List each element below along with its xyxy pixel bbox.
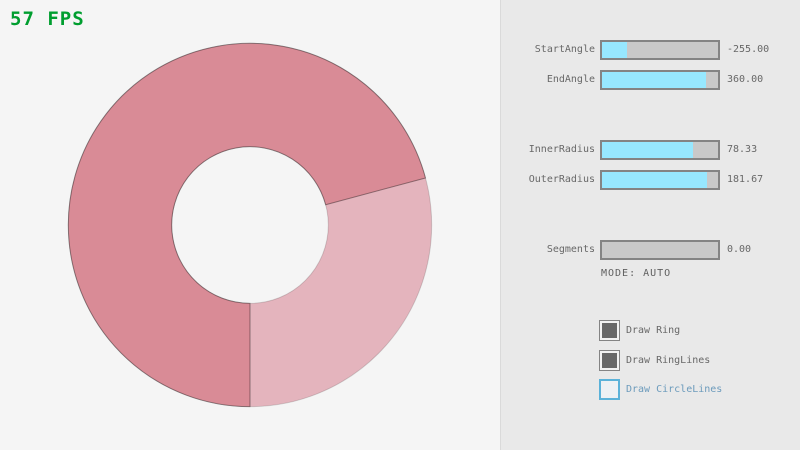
ring-overlap-sector-fill (67, 42, 427, 408)
draw-ring-checkbox-check (602, 323, 617, 338)
segments-label: Segments (546, 244, 595, 255)
draw-ringlines-checkbox[interactable] (599, 350, 620, 371)
draw-ringlines-checkbox-check (602, 353, 617, 368)
draw-ring-label: Draw Ring (626, 325, 681, 336)
draw-circlelines-checkbox[interactable] (599, 379, 620, 400)
outerradius-slider[interactable] (600, 170, 720, 190)
outerradius-label: OuterRadius (528, 174, 595, 185)
endangle-slider[interactable] (600, 70, 720, 90)
endangle-slider-fill (602, 72, 707, 88)
innerradius-label: InnerRadius (528, 144, 595, 155)
innerradius-value: 78.33 (727, 144, 758, 155)
slider-row-endangle: EndAngle 360.00 (501, 70, 800, 90)
slider-row-outerradius: OuterRadius 181.67 (501, 170, 800, 190)
endangle-label: EndAngle (546, 74, 595, 85)
outerradius-value: 181.67 (727, 174, 764, 185)
segments-value: 0.00 (727, 244, 752, 255)
draw-ring-checkbox[interactable] (599, 320, 620, 341)
startangle-slider[interactable] (600, 40, 720, 60)
segments-slider[interactable] (600, 240, 720, 260)
slider-row-innerradius: InnerRadius 78.33 (501, 140, 800, 160)
slider-row-startangle: StartAngle -255.00 (501, 40, 800, 60)
segments-mode-text: MODE: AUTO (601, 268, 672, 279)
draw-ringlines-label: Draw RingLines (626, 355, 711, 366)
innerradius-slider[interactable] (600, 140, 720, 160)
innerradius-slider-fill (602, 142, 693, 158)
startangle-slider-fill (602, 42, 628, 58)
outerradius-slider-fill (602, 172, 708, 188)
slider-row-segments: Segments 0.00 (501, 240, 800, 260)
fps-counter: 57 FPS (10, 8, 85, 30)
endangle-value: 360.00 (727, 74, 764, 85)
startangle-value: -255.00 (727, 44, 770, 55)
draw-circlelines-label: Draw CircleLines (626, 384, 723, 395)
startangle-label: StartAngle (534, 44, 595, 55)
controls-panel: StartAngle -255.00 EndAngle 360.00 Inner… (500, 0, 800, 450)
